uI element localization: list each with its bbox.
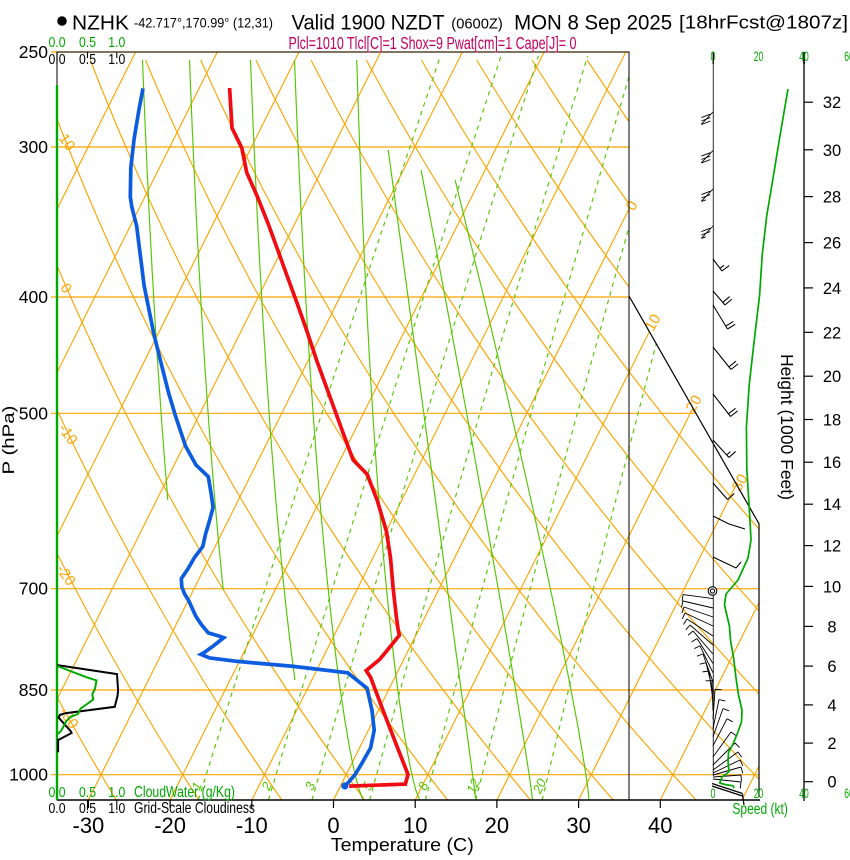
svg-text:0: 0 bbox=[327, 813, 339, 838]
svg-text:20: 20 bbox=[823, 368, 841, 386]
svg-text:(0600Z): (0600Z) bbox=[451, 16, 503, 33]
svg-text:0.5: 0.5 bbox=[79, 35, 96, 51]
svg-text:30: 30 bbox=[729, 471, 752, 494]
svg-text:0: 0 bbox=[827, 774, 836, 792]
svg-text:20: 20 bbox=[529, 776, 549, 797]
svg-text:40: 40 bbox=[648, 813, 672, 838]
svg-text:0.0: 0.0 bbox=[49, 801, 66, 817]
svg-text:-10: -10 bbox=[236, 813, 268, 838]
svg-text:300: 300 bbox=[19, 137, 48, 157]
svg-text:60: 60 bbox=[844, 785, 850, 801]
svg-text:[18hrFcst@1807z]: [18hrFcst@1807z] bbox=[679, 12, 848, 33]
svg-text:MON 8 Sep 2025: MON 8 Sep 2025 bbox=[514, 11, 672, 35]
svg-text:20: 20 bbox=[754, 48, 764, 64]
svg-text:12: 12 bbox=[463, 776, 483, 796]
svg-text:400: 400 bbox=[19, 287, 48, 307]
svg-text:700: 700 bbox=[19, 579, 48, 599]
svg-text:P (hPa): P (hPa) bbox=[0, 406, 18, 475]
svg-text:-30: -30 bbox=[73, 813, 105, 838]
svg-text:1.0: 1.0 bbox=[108, 52, 125, 68]
svg-text:0: 0 bbox=[711, 48, 716, 64]
svg-text:NZHK: NZHK bbox=[72, 12, 129, 35]
svg-text:1000: 1000 bbox=[9, 765, 48, 785]
svg-text:30: 30 bbox=[823, 142, 841, 160]
svg-text:2: 2 bbox=[827, 735, 836, 753]
svg-text:Plcl=1010 Tlcl[C]=1 Shox=9 Pwa: Plcl=1010 Tlcl[C]=1 Shox=9 Pwat[cm]=1 Ca… bbox=[289, 33, 577, 53]
svg-text:4: 4 bbox=[827, 697, 836, 715]
svg-text:Speed (kt): Speed (kt) bbox=[732, 801, 788, 818]
svg-text:20: 20 bbox=[485, 813, 509, 838]
svg-text:Height (1000 Feet): Height (1000 Feet) bbox=[777, 354, 797, 500]
svg-text:0.5: 0.5 bbox=[79, 52, 96, 68]
svg-text:0.5: 0.5 bbox=[79, 801, 96, 817]
svg-text:Valid 1900 NZDT: Valid 1900 NZDT bbox=[292, 11, 445, 35]
svg-text:16: 16 bbox=[823, 454, 841, 472]
svg-text:1.0: 1.0 bbox=[108, 801, 125, 817]
svg-text:14: 14 bbox=[823, 496, 841, 514]
svg-text:32: 32 bbox=[823, 94, 841, 112]
svg-text:40: 40 bbox=[799, 48, 809, 64]
svg-text:-42.717°,170.99° (12,31): -42.717°,170.99° (12,31) bbox=[134, 16, 273, 31]
svg-text:26: 26 bbox=[823, 235, 841, 253]
svg-text:24: 24 bbox=[823, 280, 841, 298]
svg-text:18: 18 bbox=[823, 412, 841, 430]
svg-text:-20: -20 bbox=[154, 813, 186, 838]
svg-text:28: 28 bbox=[823, 189, 841, 207]
svg-text:12: 12 bbox=[823, 538, 841, 556]
svg-text:0.0: 0.0 bbox=[49, 52, 66, 68]
svg-text:500: 500 bbox=[19, 403, 48, 423]
svg-text:22: 22 bbox=[823, 324, 841, 342]
svg-text:8: 8 bbox=[827, 618, 836, 636]
svg-text:20: 20 bbox=[683, 392, 706, 415]
svg-text:0.0: 0.0 bbox=[49, 785, 66, 801]
svg-text:6: 6 bbox=[827, 658, 836, 676]
svg-text:20: 20 bbox=[754, 785, 764, 801]
svg-text:1.0: 1.0 bbox=[108, 785, 125, 801]
svg-text:40: 40 bbox=[799, 785, 809, 801]
svg-text:10: 10 bbox=[823, 578, 841, 596]
svg-text:CloudWater (g/Kg): CloudWater (g/Kg) bbox=[134, 784, 235, 801]
svg-text:10: 10 bbox=[55, 131, 78, 154]
svg-text:250: 250 bbox=[19, 42, 48, 62]
svg-text:850: 850 bbox=[19, 680, 48, 700]
svg-text:0.0: 0.0 bbox=[49, 35, 66, 51]
svg-text:30: 30 bbox=[566, 813, 590, 838]
svg-text:Grid-Scale Cloudiness: Grid-Scale Cloudiness bbox=[134, 800, 255, 817]
svg-text:60: 60 bbox=[844, 48, 850, 64]
svg-text:Temperature (C): Temperature (C) bbox=[331, 835, 474, 855]
svg-text:10: 10 bbox=[403, 813, 427, 838]
svg-text:0: 0 bbox=[711, 785, 716, 801]
svg-text:1.0: 1.0 bbox=[108, 35, 125, 51]
svg-text:0.5: 0.5 bbox=[79, 785, 96, 801]
